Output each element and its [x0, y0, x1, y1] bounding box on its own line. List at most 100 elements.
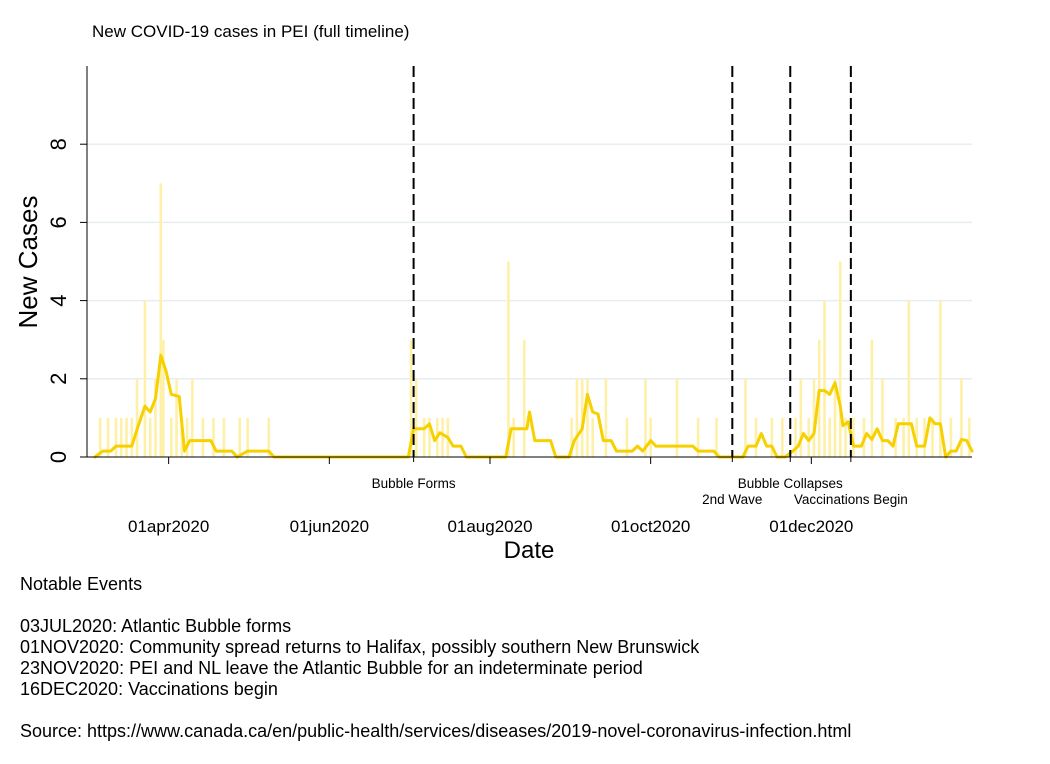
daily-case-bar	[212, 417, 215, 457]
daily-case-bar	[267, 417, 271, 457]
daily-case-bar	[881, 378, 884, 457]
daily-case-bar	[960, 378, 963, 457]
daily-case-bar	[604, 378, 608, 457]
daily-case-bar	[812, 378, 816, 457]
daily-case-bar	[185, 417, 189, 457]
daily-case-bar	[744, 378, 747, 457]
daily-case-bar	[222, 417, 226, 457]
x-tick-label: 01apr2020	[128, 517, 209, 536]
event-label: Bubble Collapses	[738, 476, 843, 491]
daily-case-bar	[770, 417, 774, 457]
daily-case-bar	[833, 378, 837, 457]
daily-case-bar	[807, 417, 810, 457]
daily-case-bar	[852, 417, 855, 457]
daily-case-bar	[931, 417, 934, 457]
daily-case-bar	[98, 417, 102, 457]
daily-case-bar	[696, 417, 700, 457]
daily-case-bar	[968, 417, 971, 457]
daily-case-bar	[169, 417, 173, 457]
daily-case-bar	[649, 417, 652, 457]
daily-case-bar	[246, 417, 249, 457]
event-note: 03JUL2020: Atlantic Bubble forms	[20, 616, 292, 636]
notes-heading: Notable Events	[20, 574, 143, 594]
event-label: 2nd Wave	[702, 492, 762, 507]
daily-case-bar	[409, 339, 413, 457]
daily-case-bar	[201, 417, 205, 457]
notable-events-panel: Notable Events 03JUL2020: Atlantic Bubbl…	[20, 574, 851, 742]
x-tick-label: 01dec2020	[769, 517, 853, 536]
daily-case-bar	[586, 378, 589, 457]
daily-case-bar	[135, 378, 139, 457]
daily-case-bar	[839, 261, 842, 457]
spacer	[20, 595, 851, 616]
event-label: Vaccinations Begin	[794, 492, 908, 507]
average-line-group	[93, 353, 974, 459]
daily-case-bar	[422, 417, 426, 457]
daily-case-bar	[512, 417, 515, 457]
daily-case-bar	[522, 339, 526, 457]
y-tick-label: 0	[46, 451, 71, 463]
y-axis-label: New Cases	[13, 196, 43, 329]
daily-case-bar	[507, 261, 510, 457]
daily-case-bar	[828, 417, 832, 457]
daily-case-bar	[143, 300, 147, 457]
daily-case-bar	[870, 339, 874, 457]
daily-case-bar	[939, 300, 942, 457]
daily-case-bar	[907, 300, 911, 457]
daily-case-bar	[570, 417, 573, 457]
chart-title: New COVID-19 cases in PEI (full timeline…	[92, 22, 410, 41]
daily-case-bar	[154, 378, 157, 457]
daily-case-bar	[130, 417, 134, 457]
daily-case-bar	[823, 300, 826, 457]
daily-case-bar	[191, 378, 194, 457]
daily-case-bar	[148, 417, 152, 457]
y-tick-label: 8	[46, 138, 71, 150]
daily-case-bar	[441, 417, 444, 457]
event-note: 16DEC2020: Vaccinations begin	[20, 679, 278, 699]
daily-case-bar	[715, 417, 718, 457]
daily-case-bar	[675, 378, 679, 457]
daily-case-bar	[591, 417, 595, 457]
event-note: 01NOV2020: Community spread returns to H…	[20, 637, 700, 657]
event-label: Bubble Forms	[372, 476, 456, 491]
source-note: Source: https://www.canada.ca/en/public-…	[20, 721, 852, 741]
x-axis-label: Date	[504, 537, 555, 564]
daily-case-bar	[106, 417, 110, 457]
average-line	[93, 353, 974, 459]
daily-case-bar	[915, 417, 918, 457]
daily-case-bar	[644, 378, 647, 457]
daily-case-bar	[580, 378, 584, 457]
daily-case-bar	[949, 417, 953, 457]
daily-case-bar	[125, 417, 128, 457]
y-tick-label: 6	[46, 216, 71, 228]
daily-case-bar	[781, 417, 784, 457]
daily-case-bar	[162, 339, 165, 457]
daily-case-bar	[575, 378, 579, 457]
x-tick-label: 01aug2020	[447, 517, 532, 536]
x-tick-label: 01oct2020	[611, 517, 690, 536]
event-note: 23NOV2020: PEI and NL leave the Atlantic…	[20, 658, 643, 678]
daily-case-bar	[754, 417, 758, 457]
daily-case-bar	[114, 417, 118, 457]
spacer	[20, 700, 851, 721]
daily-case-bar	[794, 417, 797, 457]
daily-case-bar	[119, 417, 123, 457]
y-tick-label: 4	[46, 294, 71, 306]
daily-case-bar	[799, 378, 803, 457]
axes: 0 2 4 6 8 01apr2020 01jun2020 01aug2020 01oct202…	[46, 66, 972, 536]
daily-case-bar	[159, 183, 163, 458]
x-tick-label: 01jun2020	[290, 517, 369, 536]
y-tick-label: 2	[46, 373, 71, 385]
daily-case-bar	[625, 417, 629, 457]
daily-case-bar	[414, 378, 418, 457]
daily-case-bar	[902, 417, 905, 457]
daily-bars	[98, 183, 971, 458]
daily-case-bar	[238, 417, 242, 457]
daily-case-bar	[844, 417, 847, 457]
daily-case-bar	[923, 417, 926, 457]
daily-case-bar	[428, 417, 431, 457]
daily-case-bar	[175, 378, 178, 457]
